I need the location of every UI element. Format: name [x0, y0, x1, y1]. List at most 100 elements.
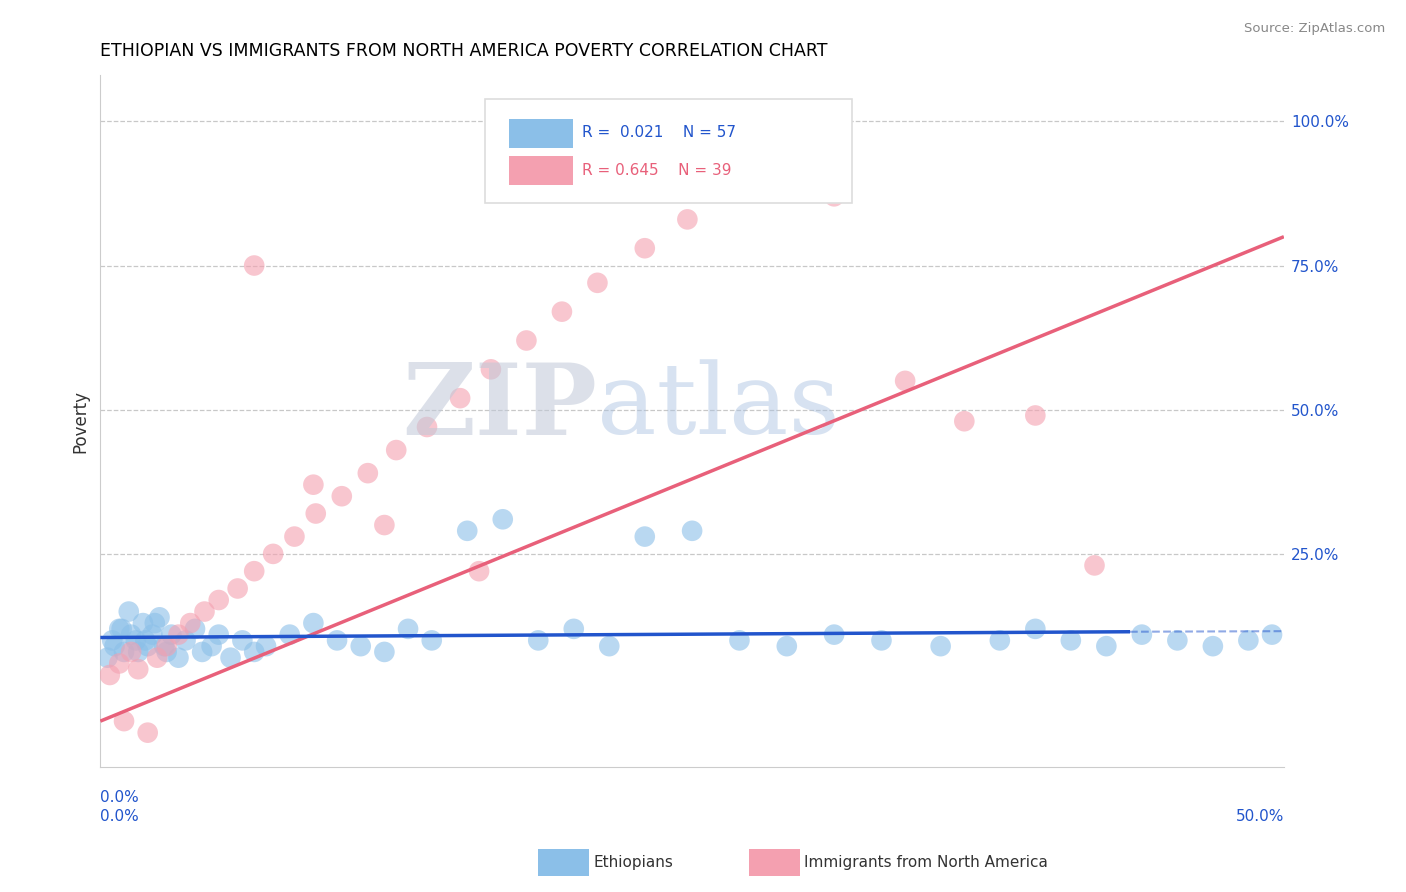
Point [870, 633, 893, 648]
Point [243, 564, 266, 578]
FancyBboxPatch shape [485, 99, 852, 203]
Point [111, 622, 134, 636]
Text: 0.0%: 0.0% [100, 790, 139, 805]
Point [226, 582, 249, 596]
Point [134, 633, 156, 648]
Point [262, 547, 284, 561]
Point [305, 507, 328, 521]
Point [243, 259, 266, 273]
Point [200, 639, 222, 653]
Point [118, 605, 141, 619]
Point [1202, 639, 1225, 653]
Point [1166, 633, 1188, 648]
Text: R = 0.645    N = 39: R = 0.645 N = 39 [582, 163, 731, 178]
Text: 0.0%: 0.0% [100, 809, 139, 824]
Point [562, 622, 585, 636]
Point [823, 189, 845, 203]
Point [634, 530, 657, 544]
Point [1024, 409, 1046, 423]
Point [326, 633, 349, 648]
Point [103, 639, 125, 653]
Point [254, 639, 277, 653]
Point [1024, 622, 1046, 636]
Point [953, 414, 976, 428]
Point [132, 616, 155, 631]
Point [167, 627, 190, 641]
Point [681, 524, 703, 538]
Point [823, 627, 845, 641]
Point [208, 593, 231, 607]
Point [515, 334, 537, 348]
Point [724, 184, 747, 198]
Point [160, 627, 183, 641]
Point [468, 564, 491, 578]
Point [479, 362, 502, 376]
Point [243, 645, 266, 659]
Point [357, 466, 380, 480]
Point [125, 633, 148, 648]
Point [219, 650, 242, 665]
Point [191, 645, 214, 659]
Point [350, 639, 373, 653]
Point [278, 627, 301, 641]
Point [598, 639, 620, 653]
Point [420, 633, 443, 648]
Point [184, 622, 207, 636]
Point [770, 154, 793, 169]
Point [456, 524, 478, 538]
Point [146, 650, 169, 665]
Point [929, 639, 952, 653]
Point [1237, 633, 1260, 648]
Point [1130, 627, 1153, 641]
Point [586, 276, 609, 290]
Point [108, 657, 131, 671]
Text: Immigrants from North America: Immigrants from North America [804, 855, 1047, 870]
Point [373, 518, 395, 533]
Point [179, 616, 201, 631]
Point [108, 622, 131, 636]
Point [148, 610, 170, 624]
Point [1083, 558, 1105, 573]
Point [373, 645, 395, 659]
Point [449, 391, 471, 405]
Point [96, 650, 118, 665]
Point [174, 633, 197, 648]
Point [120, 627, 142, 641]
Point [634, 241, 657, 255]
Point [302, 616, 325, 631]
Point [156, 639, 179, 653]
Text: R =  0.021    N = 57: R = 0.021 N = 57 [582, 125, 737, 140]
FancyBboxPatch shape [509, 156, 572, 186]
Text: Ethiopians: Ethiopians [593, 855, 673, 870]
Point [676, 212, 699, 227]
Point [98, 668, 121, 682]
Point [330, 489, 353, 503]
Point [153, 639, 176, 653]
Point [527, 633, 550, 648]
Point [143, 616, 166, 631]
Point [1095, 639, 1118, 653]
Point [1261, 627, 1284, 641]
FancyBboxPatch shape [509, 119, 572, 148]
Text: Source: ZipAtlas.com: Source: ZipAtlas.com [1244, 22, 1385, 36]
Point [416, 420, 439, 434]
Point [141, 627, 163, 641]
Point [283, 530, 305, 544]
Text: atlas: atlas [598, 359, 841, 455]
Point [156, 645, 179, 659]
Point [385, 443, 408, 458]
Point [112, 645, 135, 659]
Text: ZIP: ZIP [402, 359, 598, 456]
Point [396, 622, 419, 636]
Text: ETHIOPIAN VS IMMIGRANTS FROM NORTH AMERICA POVERTY CORRELATION CHART: ETHIOPIAN VS IMMIGRANTS FROM NORTH AMERI… [100, 42, 828, 60]
Point [492, 512, 515, 526]
Point [894, 374, 917, 388]
Point [101, 633, 124, 648]
Point [136, 725, 159, 739]
Y-axis label: Poverty: Poverty [72, 390, 89, 453]
Point [208, 627, 231, 641]
Point [167, 650, 190, 665]
Point [776, 639, 799, 653]
Point [988, 633, 1011, 648]
Point [136, 639, 159, 653]
